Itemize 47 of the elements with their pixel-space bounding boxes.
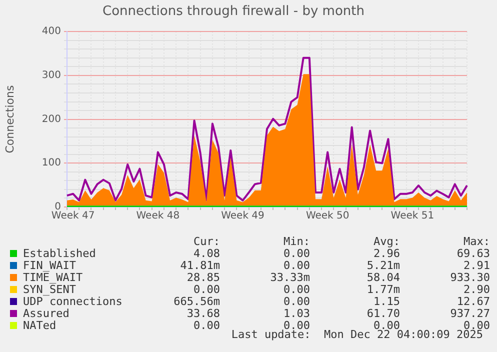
x-tick-label: Week 50 [306,210,350,222]
text: 0.00 [282,295,310,308]
text: 33.33m [269,271,310,284]
text: 28.85 [186,271,220,284]
text: 69.63 [456,247,490,260]
text: 665.56m [172,295,220,308]
legend-label: Assured [22,307,70,320]
text: 0.00 [282,283,310,296]
chart-title: Connections through firewall - by month [102,4,364,20]
x-tick-label: Week 49 [221,210,264,222]
text: 4.08 [192,247,220,260]
text: 0.00 [282,247,310,260]
text: 5.21m [366,259,400,272]
y-tick-label: 400 [42,26,61,38]
legend-label: UDP connections [22,295,124,308]
text: 933.30 [449,271,490,284]
text: 33.68 [186,307,220,320]
x-tick-label: Week 51 [390,210,434,222]
text: Avg: [372,235,400,248]
text: 937.27 [449,307,490,320]
legend-label: Established [22,247,97,260]
y-tick-label: 200 [42,114,61,125]
text: 12.67 [456,295,490,308]
legend-label: TIME_WAIT [22,271,84,284]
text: 2.91 [462,259,490,272]
text: 1.15 [372,295,400,308]
text: Max: [462,235,490,248]
text: Cur: [192,235,220,248]
text: 0.00 [282,259,310,272]
text: 1.03 [282,307,310,320]
text: 0.00 [192,283,220,296]
text: 2.96 [372,247,400,260]
y-axis-title: Connections [3,85,16,154]
text: 58.04 [366,271,400,284]
y-tick-label: 100 [42,158,61,169]
text: Min: [282,235,310,248]
text: 2.90 [462,283,490,296]
legend-label: SYN_SENT [22,283,76,296]
x-tick-label: Week 47 [51,210,95,222]
y-tick-label: 300 [42,70,61,82]
legend-label: NATed [22,319,58,332]
text: 61.70 [366,307,400,320]
text: 0.00 [192,319,220,332]
legend-label: FIN_WAIT [22,259,76,272]
text: 1.77m [366,283,400,296]
text: 41.81m [179,259,220,272]
x-tick-label: Week 48 [136,210,180,222]
